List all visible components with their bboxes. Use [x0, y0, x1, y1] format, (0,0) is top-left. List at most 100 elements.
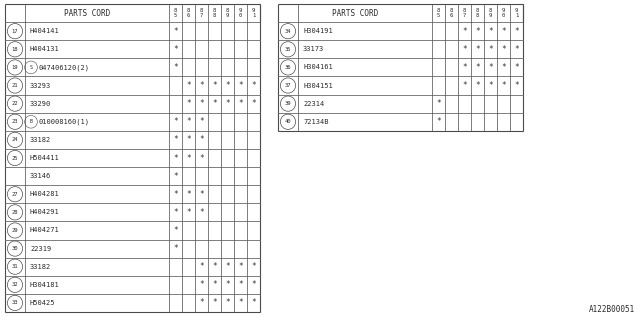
- Text: 18: 18: [12, 47, 19, 52]
- Text: 21: 21: [12, 83, 19, 88]
- Text: *: *: [199, 190, 204, 199]
- Text: *: *: [186, 99, 191, 108]
- Text: H404291: H404291: [30, 209, 60, 215]
- Text: *: *: [186, 208, 191, 217]
- Text: B: B: [29, 119, 33, 124]
- Text: *: *: [488, 63, 493, 72]
- Text: 047406120(2): 047406120(2): [38, 64, 90, 71]
- Text: *: *: [251, 81, 256, 90]
- Text: 23: 23: [12, 119, 19, 124]
- Text: *: *: [173, 172, 178, 180]
- Text: A122B00051: A122B00051: [589, 305, 635, 314]
- Text: *: *: [199, 99, 204, 108]
- Text: *: *: [462, 45, 467, 54]
- Text: 9
0: 9 0: [502, 8, 505, 18]
- Text: 9
1: 9 1: [515, 8, 518, 18]
- Text: *: *: [251, 262, 256, 271]
- Text: *: *: [514, 63, 519, 72]
- Text: S: S: [29, 65, 33, 70]
- Text: *: *: [173, 45, 178, 54]
- Text: 9
1: 9 1: [252, 8, 255, 18]
- Text: 39: 39: [285, 101, 291, 106]
- Text: 33182: 33182: [30, 264, 51, 270]
- Text: H304151: H304151: [303, 83, 333, 89]
- Text: 9
0: 9 0: [239, 8, 242, 18]
- Text: 8
9: 8 9: [226, 8, 229, 18]
- Text: 31: 31: [12, 264, 19, 269]
- Text: *: *: [173, 208, 178, 217]
- Text: *: *: [199, 280, 204, 289]
- Text: 25: 25: [12, 156, 19, 161]
- Text: *: *: [199, 208, 204, 217]
- Text: *: *: [186, 190, 191, 199]
- Text: *: *: [488, 27, 493, 36]
- Text: 40: 40: [285, 119, 291, 124]
- Text: 8
8: 8 8: [476, 8, 479, 18]
- Text: 8
6: 8 6: [187, 8, 190, 18]
- Text: 010008160(1): 010008160(1): [38, 118, 90, 125]
- Text: 33: 33: [12, 300, 19, 306]
- Text: 33290: 33290: [30, 101, 51, 107]
- Text: PARTS CORD: PARTS CORD: [64, 9, 110, 18]
- Text: 72134B: 72134B: [303, 119, 328, 125]
- Text: 36: 36: [285, 65, 291, 70]
- Text: 37: 37: [285, 83, 291, 88]
- Text: *: *: [173, 63, 178, 72]
- Text: 33173: 33173: [303, 46, 324, 52]
- Text: *: *: [514, 27, 519, 36]
- Text: *: *: [238, 99, 243, 108]
- Text: *: *: [488, 81, 493, 90]
- Text: 8
6: 8 6: [450, 8, 453, 18]
- Text: H404271: H404271: [30, 228, 60, 234]
- Text: *: *: [475, 63, 480, 72]
- Text: *: *: [212, 99, 217, 108]
- Text: H50425: H50425: [30, 300, 56, 306]
- Text: 33146: 33146: [30, 173, 51, 179]
- Text: *: *: [173, 135, 178, 144]
- Text: *: *: [514, 81, 519, 90]
- Text: 24: 24: [12, 137, 19, 142]
- Text: 8
5: 8 5: [174, 8, 177, 18]
- Text: *: *: [212, 299, 217, 308]
- Text: *: *: [225, 81, 230, 90]
- Text: *: *: [173, 117, 178, 126]
- Text: *: *: [225, 280, 230, 289]
- Text: *: *: [436, 99, 441, 108]
- Text: *: *: [186, 154, 191, 163]
- Text: *: *: [475, 45, 480, 54]
- Text: H504411: H504411: [30, 155, 60, 161]
- Text: *: *: [488, 45, 493, 54]
- Text: 27: 27: [12, 192, 19, 197]
- Text: 30: 30: [12, 246, 19, 251]
- Text: *: *: [238, 280, 243, 289]
- Text: H404141: H404141: [30, 28, 60, 34]
- Text: 8
7: 8 7: [200, 8, 203, 18]
- Text: *: *: [238, 299, 243, 308]
- Text: *: *: [199, 299, 204, 308]
- Text: 34: 34: [285, 29, 291, 34]
- Text: *: *: [251, 280, 256, 289]
- Text: H304191: H304191: [303, 28, 333, 34]
- Text: *: *: [238, 81, 243, 90]
- Text: *: *: [475, 27, 480, 36]
- Text: *: *: [173, 226, 178, 235]
- Text: *: *: [462, 81, 467, 90]
- Text: 33182: 33182: [30, 137, 51, 143]
- Text: *: *: [501, 63, 506, 72]
- Text: 8
9: 8 9: [489, 8, 492, 18]
- Text: 33293: 33293: [30, 83, 51, 89]
- Text: *: *: [225, 262, 230, 271]
- Text: H304181: H304181: [30, 282, 60, 288]
- Text: *: *: [199, 154, 204, 163]
- Text: 17: 17: [12, 29, 19, 34]
- Text: *: *: [238, 262, 243, 271]
- Text: H304161: H304161: [303, 64, 333, 70]
- Text: 29: 29: [12, 228, 19, 233]
- Text: *: *: [501, 27, 506, 36]
- Text: *: *: [199, 135, 204, 144]
- Text: 22319: 22319: [30, 245, 51, 252]
- Text: *: *: [186, 135, 191, 144]
- Text: *: *: [462, 63, 467, 72]
- Text: *: *: [199, 81, 204, 90]
- Text: *: *: [199, 117, 204, 126]
